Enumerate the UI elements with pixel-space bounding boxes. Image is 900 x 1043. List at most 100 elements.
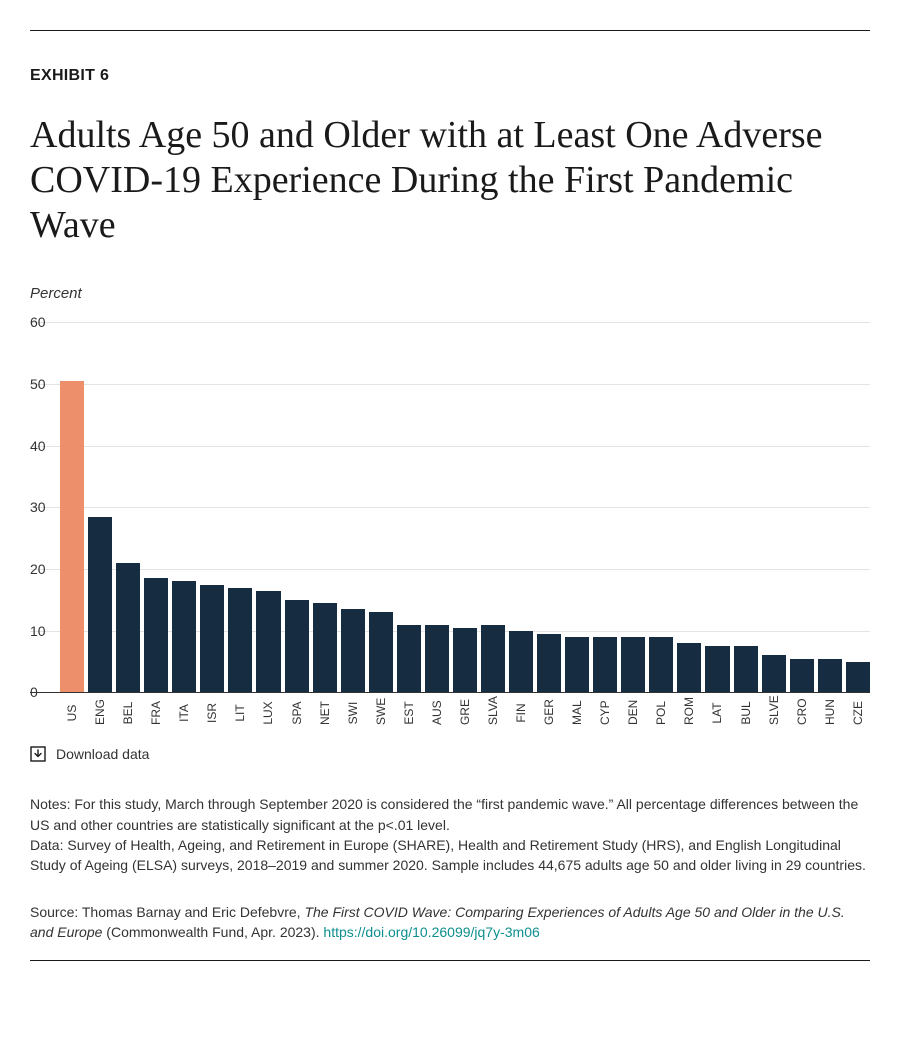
data-text: Data: Survey of Health, Ageing, and Reti…	[30, 837, 866, 873]
bar-column	[60, 381, 84, 692]
bar-column	[369, 612, 393, 692]
x-tick-label: AUS	[422, 701, 452, 725]
bar	[369, 612, 393, 692]
bar-chart: 0102030405060 USENGBELFRAITAISRLITLUXSPA…	[30, 322, 870, 728]
bar	[172, 581, 196, 692]
bar	[60, 381, 84, 692]
y-tick-label: 40	[30, 438, 46, 454]
download-label: Download data	[56, 746, 149, 762]
x-tick-label: FRA	[141, 701, 171, 725]
bar-column	[565, 637, 589, 693]
bar	[846, 662, 870, 693]
x-tick-label: LIT	[225, 701, 255, 725]
bar	[397, 625, 421, 693]
y-tick-label: 10	[30, 623, 46, 639]
y-tick-label: 60	[30, 314, 46, 330]
x-tick-label: SLVE	[759, 701, 789, 725]
bar-column	[762, 655, 786, 692]
x-tick-label: CYP	[590, 701, 620, 725]
bar-column	[509, 631, 533, 693]
bar-column	[649, 637, 673, 693]
x-tick-label: MAL	[562, 701, 592, 725]
bar	[649, 637, 673, 693]
bar	[509, 631, 533, 693]
bar	[313, 603, 337, 692]
x-tick-label: SWI	[338, 701, 368, 725]
y-tick-label: 30	[30, 499, 46, 515]
x-tick-label: ENG	[85, 701, 115, 725]
x-tick-label: HUN	[815, 701, 845, 725]
bar	[677, 643, 701, 692]
download-data-button[interactable]: Download data	[30, 746, 870, 762]
bar-column	[313, 603, 337, 692]
bar-column	[790, 659, 814, 693]
x-tick-label: SPA	[282, 701, 312, 725]
y-tick-label: 20	[30, 561, 46, 577]
notes-text: Notes: For this study, March through Sep…	[30, 796, 858, 832]
x-tick-label: LAT	[702, 701, 732, 725]
doi-link[interactable]: https://doi.org/10.26099/jq7y-3m06	[323, 924, 539, 940]
x-tick-label: GRE	[450, 701, 480, 725]
x-tick-label: US	[57, 701, 87, 725]
bar	[537, 634, 561, 693]
bar-column	[144, 578, 168, 692]
x-tick-label: EST	[394, 701, 424, 725]
bar	[818, 659, 842, 693]
x-tick-label: FIN	[506, 701, 536, 725]
bar	[790, 659, 814, 693]
gridline	[30, 692, 870, 693]
chart-title: Adults Age 50 and Older with at Least On…	[30, 113, 870, 247]
bottom-rule	[30, 960, 870, 961]
bar-column	[397, 625, 421, 693]
x-tick-label: POL	[646, 701, 676, 725]
bar	[256, 591, 280, 693]
x-tick-label: ISR	[197, 701, 227, 725]
bar-column	[88, 517, 112, 693]
x-tick-label: CZE	[843, 701, 873, 725]
bar	[481, 625, 505, 693]
bar-column	[705, 646, 729, 692]
bar	[705, 646, 729, 692]
bar-column	[200, 585, 224, 693]
x-tick-label: BEL	[113, 701, 143, 725]
bar-column	[537, 634, 561, 693]
x-tick-label: CRO	[787, 701, 817, 725]
y-axis-title: Percent	[30, 285, 870, 302]
bar	[762, 655, 786, 692]
x-tick-label: SLVA	[478, 701, 508, 725]
bar-column	[256, 591, 280, 693]
bar	[116, 563, 140, 693]
download-icon	[30, 746, 46, 762]
source-block: Source: Thomas Barnay and Eric Defebvre,…	[30, 902, 870, 943]
bar	[453, 628, 477, 693]
bar-column	[285, 600, 309, 693]
bar-column	[228, 588, 252, 693]
bar-column	[818, 659, 842, 693]
bar	[144, 578, 168, 692]
bar	[200, 585, 224, 693]
exhibit-label: EXHIBIT 6	[30, 67, 870, 85]
bar	[228, 588, 252, 693]
bar	[425, 625, 449, 693]
notes-block: Notes: For this study, March through Sep…	[30, 794, 870, 875]
x-tick-label: DEN	[618, 701, 648, 725]
bar-column	[677, 643, 701, 692]
bar	[593, 637, 617, 693]
x-tick-label: SWE	[366, 701, 396, 725]
y-tick-label: 0	[30, 684, 38, 700]
x-tick-label: LUX	[253, 701, 283, 725]
bar	[341, 609, 365, 692]
bar	[621, 637, 645, 693]
bar-column	[425, 625, 449, 693]
bar	[734, 646, 758, 692]
bar-column	[481, 625, 505, 693]
bar	[88, 517, 112, 693]
bar-column	[734, 646, 758, 692]
x-tick-label: NET	[310, 701, 340, 725]
bar-column	[453, 628, 477, 693]
bar-column	[593, 637, 617, 693]
top-rule	[30, 30, 870, 31]
bar	[285, 600, 309, 693]
bar-column	[172, 581, 196, 692]
x-tick-label: BUL	[731, 701, 761, 725]
